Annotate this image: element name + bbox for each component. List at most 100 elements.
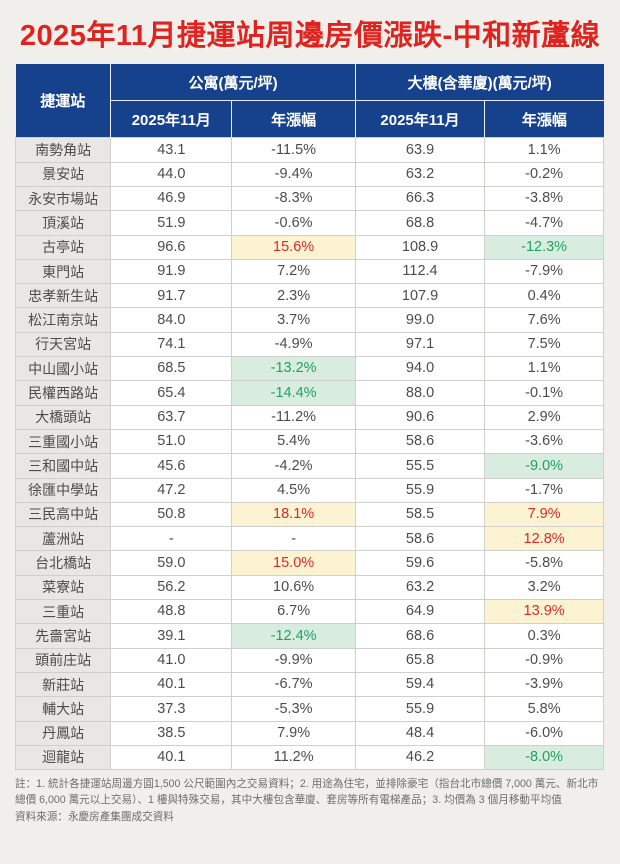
building-yoy: 0.3% [484,623,604,649]
building-price: 58.6 [354,428,486,455]
apartment-yoy: -9.4% [231,161,356,187]
apartment-yoy: -9.9% [231,647,356,673]
building-yoy: 2.9% [484,404,604,430]
station-name: 民權西路站 [14,380,112,406]
station-name: 丹鳳站 [14,720,112,746]
table-row: 新莊站 40.1 -6.7% 59.4 -3.9% [14,671,604,698]
building-yoy: -3.8% [484,185,604,212]
station-name: 南勢角站 [14,137,112,163]
building-yoy: -3.6% [484,428,604,455]
table-row: 三重國小站 51.0 5.4% 58.6 -3.6% [14,428,604,455]
building-price: 58.6 [354,526,486,552]
station-name: 先嗇宮站 [14,623,112,649]
station-name: 徐匯中學站 [14,477,112,503]
table-row: 忠孝新生站 91.7 2.3% 107.9 0.4% [14,283,604,309]
building-price: 59.6 [354,550,486,576]
apartment-price: 37.3 [110,696,233,722]
apartment-yoy: -13.2% [231,356,356,382]
price-table: 捷運站 公寓(萬元/坪) 大樓(含華廈)(萬元/坪) 2025年11月 年漲幅 … [14,63,604,771]
table-row: 頭前庄站 41.0 -9.9% 65.8 -0.9% [14,647,604,673]
building-price: 107.9 [354,283,486,309]
building-yoy: -7.9% [484,258,604,285]
apartment-yoy: 2.3% [231,283,356,309]
building-price: 63.9 [354,137,486,163]
station-name: 頭前庄站 [14,647,112,673]
building-yoy: -12.3% [484,234,604,260]
station-name: 三和國中站 [14,453,112,479]
building-price: 68.6 [354,623,486,649]
note-text: 註：1. 統計各捷運站周邊方圓1,500 公尺範圍內之交易資料；2. 用途為住宅… [15,778,599,806]
table-row: 先嗇宮站 39.1 -12.4% 68.6 0.3% [14,623,604,649]
station-name: 永安市場站 [14,185,112,212]
building-price: 55.9 [354,477,486,503]
apartment-price: 50.8 [110,501,233,528]
apartment-yoy: 6.7% [231,599,356,625]
apartment-price: 59.0 [110,550,233,576]
table-row: 輔大站 37.3 -5.3% 55.9 5.8% [14,696,604,722]
table-row: 台北橋站 59.0 15.0% 59.6 -5.8% [14,550,604,576]
building-price: 90.6 [354,404,486,430]
table-row: 民權西路站 65.4 -14.4% 88.0 -0.1% [14,380,604,406]
apartment-yoy: -4.2% [231,453,356,479]
apartment-group-header: 公寓(萬元/坪) [110,63,356,102]
table-row: 行天宮站 74.1 -4.9% 97.1 7.5% [14,331,604,358]
apartment-yoy: -11.2% [231,404,356,430]
apartment-yoy: -4.9% [231,331,356,358]
table-row: 頂溪站 51.9 -0.6% 68.8 -4.7% [14,210,604,236]
table-header: 捷運站 公寓(萬元/坪) 大樓(含華廈)(萬元/坪) 2025年11月 年漲幅 … [15,63,604,138]
building-yoy-header: 年漲幅 [484,100,604,138]
apartment-yoy: 18.1% [231,501,356,528]
table-row: 三重站 48.8 6.7% 64.9 13.9% [14,599,604,625]
station-name: 迴龍站 [14,744,112,771]
building-price: 94.0 [354,356,486,382]
apartment-yoy: -12.4% [231,623,356,649]
apartment-yoy: 5.4% [231,428,356,455]
apartment-yoy: -6.7% [231,671,356,698]
station-name: 古亭站 [14,234,112,260]
apartment-price: 43.1 [110,137,233,163]
building-price: 55.5 [354,453,486,479]
station-name: 大橋頭站 [14,404,112,430]
apartment-price: 63.7 [110,404,233,430]
station-name: 頂溪站 [14,210,112,236]
building-price: 99.0 [354,307,486,333]
apartment-price: 44.0 [110,161,233,187]
apartment-yoy: 15.6% [231,234,356,260]
table-row: 三民高中站 50.8 18.1% 58.5 7.9% [14,501,604,528]
building-yoy: -9.0% [484,453,604,479]
table-row: 丹鳳站 38.5 7.9% 48.4 -6.0% [14,720,604,746]
station-name: 中山國小站 [14,356,112,382]
apartment-price: 84.0 [110,307,233,333]
station-column-header: 捷運站 [15,63,112,138]
station-name: 忠孝新生站 [14,283,112,309]
apartment-yoy: 11.2% [231,744,356,771]
station-name: 菜寮站 [14,574,112,601]
station-name: 三重國小站 [14,428,112,455]
building-price: 55.9 [354,696,486,722]
building-group-header: 大樓(含華廈)(萬元/坪) [355,63,604,102]
source-text: 資料來源：永慶房產集團成交資料 [15,810,174,823]
station-name: 松江南京站 [14,307,112,333]
apartment-price: 47.2 [110,477,233,503]
station-name: 新莊站 [14,671,112,698]
apartment-yoy-header: 年漲幅 [231,100,356,138]
station-name: 三民高中站 [14,501,112,528]
apartment-yoy: 3.7% [231,307,356,333]
station-name: 蘆洲站 [14,526,112,552]
building-yoy: -0.9% [484,647,604,673]
apartment-price: 39.1 [110,623,233,649]
building-yoy: -8.0% [484,744,604,771]
building-price: 97.1 [354,331,486,358]
table-row: 三和國中站 45.6 -4.2% 55.5 -9.0% [14,453,604,479]
table-row: 永安市場站 46.9 -8.3% 66.3 -3.8% [14,185,604,212]
building-price: 68.8 [354,210,486,236]
station-name: 行天宮站 [14,331,112,358]
table-row: 大橋頭站 63.7 -11.2% 90.6 2.9% [14,404,604,430]
apartment-yoy: -0.6% [231,210,356,236]
building-yoy: -5.8% [484,550,604,576]
apartment-price: 91.9 [110,258,233,285]
station-name: 輔大站 [14,696,112,722]
table-body: 南勢角站 43.1 -11.5% 63.9 1.1% 景安站 44.0 -9.4% 63.2 -0… [14,137,604,771]
apartment-price: 41.0 [110,647,233,673]
building-yoy: 1.1% [484,137,604,163]
